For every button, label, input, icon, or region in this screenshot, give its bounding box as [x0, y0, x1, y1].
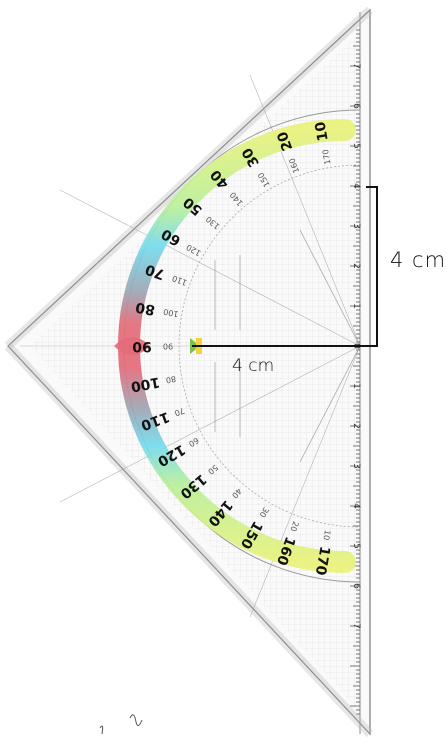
vertical-measure-cap — [366, 186, 378, 188]
inner-scale-number: 20 — [288, 520, 300, 533]
ruler-number-upper: 1 — [351, 303, 361, 309]
ruler-number-upper: 7 — [351, 63, 361, 69]
inner-diagonals — [214, 229, 361, 463]
outer-scale-number: 20 — [274, 129, 296, 153]
horizontal-length-label: 4 cm — [232, 356, 275, 376]
outer-scale-number: 10 — [312, 120, 331, 142]
ruler-number-lower: 3 — [351, 463, 361, 469]
ruler-number-upper: 2 — [351, 263, 361, 269]
ruler-number-lower: 1 — [351, 383, 361, 389]
ruler-number-upper: 6 — [351, 103, 361, 109]
inner-scale-number: 90 — [163, 342, 173, 351]
ruler-number-lower: 4 — [351, 503, 361, 509]
ruler-number-upper: 5 — [351, 143, 361, 149]
vertical-measure-line — [376, 186, 378, 346]
outer-scale-number: 70 — [143, 260, 167, 282]
inner-scale-number: 10 — [321, 529, 332, 541]
outer-scale-number: 90 — [132, 338, 152, 354]
ruler-ticks — [350, 29, 360, 715]
inner-scale-number: 60 — [187, 436, 200, 449]
inner-scale-number: 30 — [258, 506, 271, 519]
inner-scale-number: 70 — [173, 406, 186, 418]
inner-scale-number: 100 — [163, 307, 180, 319]
ruler-number-upper: 3 — [351, 223, 361, 229]
pink-bulge — [114, 337, 150, 355]
ruler-number-lower: 5 — [351, 543, 361, 549]
ruler-number-lower: 2 — [351, 423, 361, 429]
horizontal-measure-line — [192, 345, 378, 347]
ruler-number-upper: 4 — [351, 183, 361, 189]
inner-scale-number: 170 — [321, 149, 333, 166]
outer-scale-number: 170 — [312, 545, 333, 577]
ruler-number-lower: 7 — [351, 623, 361, 629]
pen-scribble — [99, 714, 143, 735]
vertical-length-label: 4 cm — [390, 248, 447, 272]
ruler-number-lower: 6 — [351, 583, 361, 589]
hatch-top — [4, 6, 374, 350]
hatch-bottom — [4, 342, 374, 738]
inner-scale-number: 80 — [165, 374, 177, 385]
outer-scale-number: 100 — [129, 373, 161, 394]
outer-scale-number: 80 — [134, 298, 156, 317]
